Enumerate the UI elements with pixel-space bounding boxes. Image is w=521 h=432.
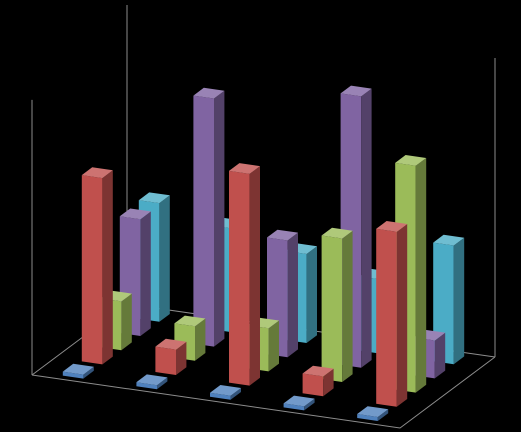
bar-side-face [306,246,317,343]
bar-front-face [193,95,214,347]
bar-side-face [304,398,315,411]
bar-front-face [210,392,231,400]
bar-side-face [102,170,113,365]
bar-top-face [267,229,298,241]
bar-top-face [357,406,389,417]
bar-top-face [138,192,170,204]
bar-top-face [155,338,187,350]
bar-top-face [283,395,315,407]
bar-side-face [230,388,241,400]
bar-front-face [321,235,343,382]
bar-side-face [361,88,372,368]
bar-side-face [159,195,170,322]
bar-front-face [229,170,250,386]
bar [136,374,168,390]
bar-top-face [174,315,206,327]
bar-top-face [340,85,372,97]
bar-front-face [62,371,84,379]
bar-side-face [121,293,132,351]
bar-top-face [62,363,94,375]
bar-side-face [176,341,187,375]
bar-front-face [376,228,397,407]
bar-side-face [453,237,465,365]
bar [357,406,389,421]
bar [376,221,408,407]
bar-side-face [214,90,225,347]
bar-side-face [287,232,298,358]
bar-front-face [81,175,103,365]
bars [62,85,465,421]
bar-top-face [81,167,113,179]
bar-top-face [433,234,465,246]
bar [193,87,225,347]
bar-front-face [155,346,176,375]
bar-side-face [434,332,446,379]
bar-side-face [342,230,353,382]
bar-side-face [83,366,94,379]
bar-side-face [268,320,279,372]
bar [210,385,241,400]
bar [302,365,334,397]
bar-side-face [140,211,151,336]
gridline [32,5,495,100]
bar-side-face [249,166,260,386]
bar [229,163,260,386]
bar-front-face [136,382,157,390]
bar-side-face [415,158,427,393]
bar-side-face [323,368,334,397]
bar-front-face [302,373,324,397]
bar [62,363,94,379]
bar-top-face [136,374,168,386]
bar [81,167,113,365]
bar-top-face [395,155,427,166]
bar-top-face [321,227,353,239]
bar-top-face [193,87,225,99]
bar-front-face [283,403,305,411]
floor-front-edges [31,356,496,429]
bar-side-face [377,409,389,421]
bar-top-face [376,221,408,232]
bar-top-face [119,208,151,220]
bar-top-face [302,365,334,377]
bar-side-face [157,377,168,390]
bar-side-face [195,318,206,361]
bar [321,227,353,382]
bar [155,338,187,375]
bar-top-face [229,163,260,174]
bar-front-face [357,414,378,421]
bar [283,395,315,411]
bar-side-face [396,224,408,407]
bar-top-face [210,385,241,396]
